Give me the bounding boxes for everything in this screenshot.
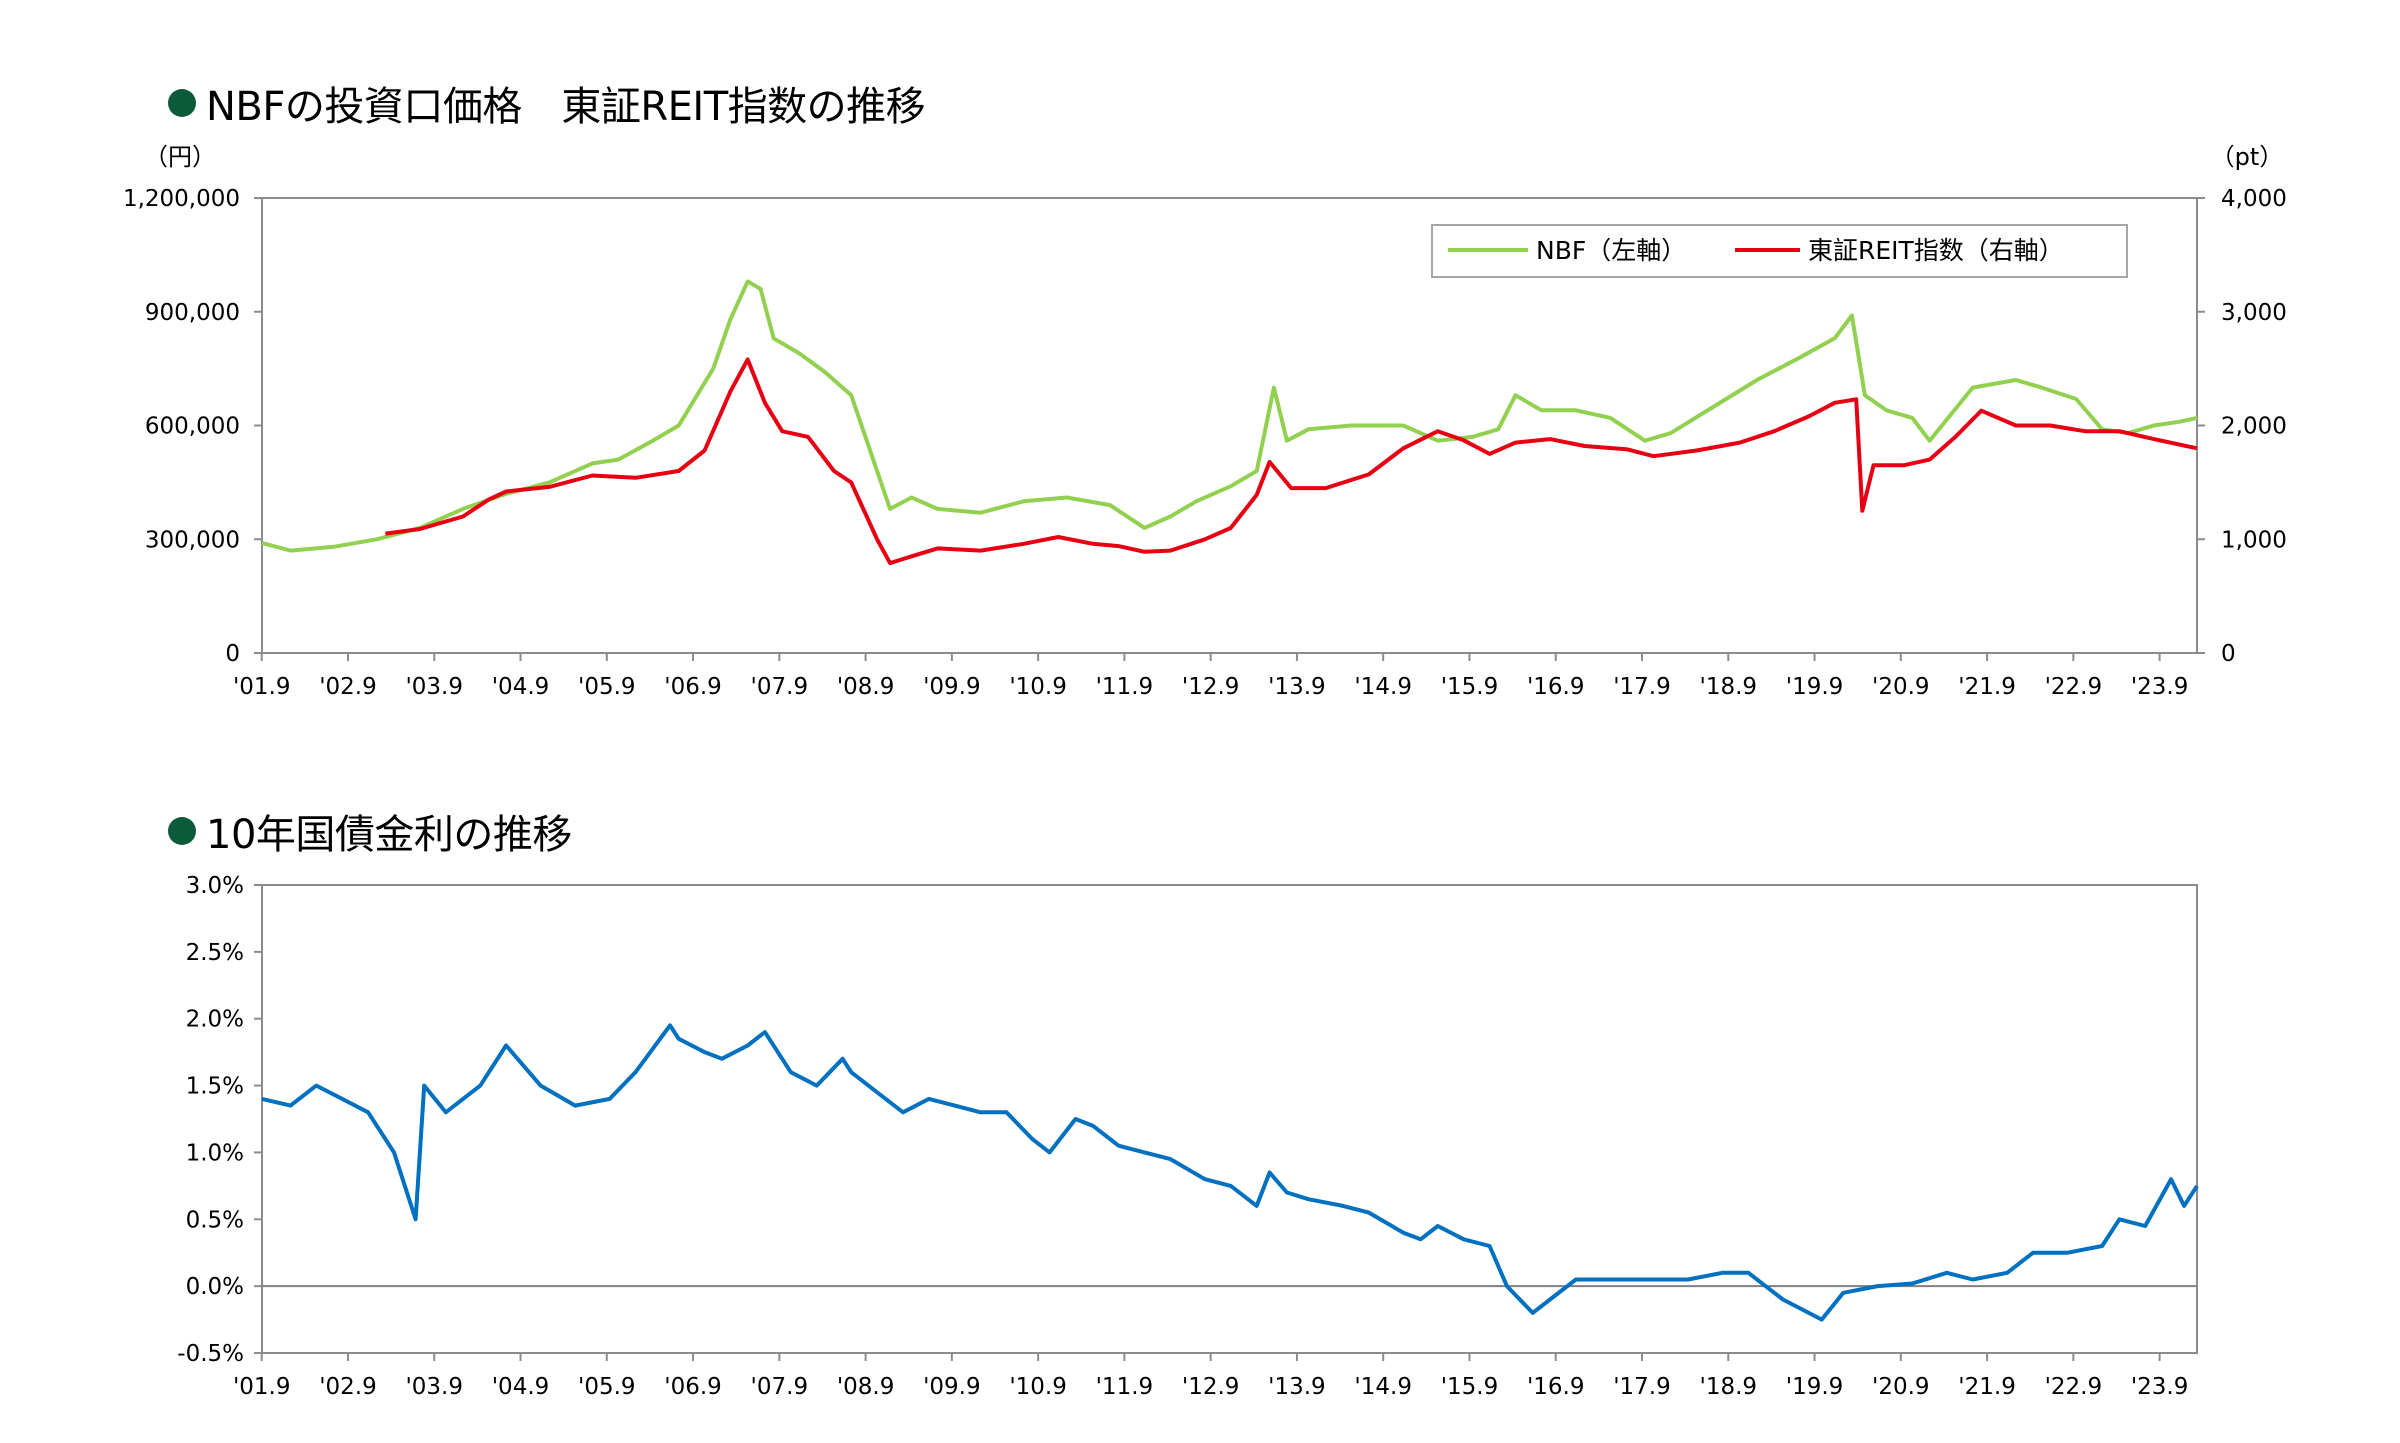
nbf-price-line [261, 279, 2198, 553]
x-axis-tick-label: '06.9 [664, 674, 722, 700]
x-axis-tick-label: '19.9 [1786, 674, 1844, 700]
x-axis-tick-label: '04.9 [492, 674, 550, 700]
x-axis-tick-label: '07.9 [751, 1374, 809, 1400]
x-axis-tick-label: '23.9 [2131, 674, 2189, 700]
x-axis-tick-label: '11.9 [1096, 1374, 1154, 1400]
x-axis-tick-label: '05.9 [578, 1374, 636, 1400]
nbf-reit-chart: （円） （pt） 0 300,000 600,000 900,000 1,200,000… [123, 143, 2287, 700]
x-axis-tick-label: '15.9 [1441, 674, 1499, 700]
x-axis-tick-label: '22.9 [2045, 1374, 2103, 1400]
x-axis-tick-label: '08.9 [837, 674, 895, 700]
right-axis-tick-label: 3,000 [2221, 300, 2287, 326]
x-axis-tick-label: '22.9 [2045, 674, 2103, 700]
x-axis-tick-label: '18.9 [1700, 1374, 1758, 1400]
x-axis-tick-label: '16.9 [1527, 1374, 1585, 1400]
x-axis-tick-label: '10.9 [1009, 1374, 1067, 1400]
right-axis-tick-label: 2,000 [2221, 414, 2287, 440]
y-axis-tick-label: 0.5% [186, 1207, 244, 1233]
x-axis-tick-label: '02.9 [319, 674, 377, 700]
x-axis-tick-label: '04.9 [492, 1374, 550, 1400]
left-axis-tick-label: 1,200,000 [123, 186, 240, 212]
x-axis-tick-label: '11.9 [1096, 674, 1154, 700]
x-axis-tick-label: '19.9 [1786, 1374, 1844, 1400]
y-axis-tick-label: 3.0% [186, 873, 244, 899]
right-axis-tick-label: 4,000 [2221, 186, 2287, 212]
x-axis-tick-label: '06.9 [664, 1374, 722, 1400]
left-axis-tick-label: 600,000 [145, 414, 240, 440]
x-axis-tick-label: '12.9 [1182, 674, 1240, 700]
x-axis-tick-label: '14.9 [1354, 674, 1412, 700]
y-axis-tick-label: 0.0% [186, 1274, 244, 1300]
left-axis-tick-label: 900,000 [145, 300, 240, 326]
x-axis-tick-label: '20.9 [1872, 1374, 1930, 1400]
reit-index-line [385, 357, 2198, 566]
y-axis-tick-label: 1.5% [186, 1074, 244, 1100]
x-axis-tick-label: '09.9 [923, 674, 981, 700]
x-axis-tick-label: '21.9 [1958, 674, 2016, 700]
x-axis-tick-label: '08.9 [837, 1374, 895, 1400]
chart-title-jgb: 10年国債金利の推移 [168, 802, 572, 860]
x-axis-tick-label: '21.9 [1958, 1374, 2016, 1400]
x-axis-tick-label: '03.9 [405, 1374, 463, 1400]
y-axis-tick-label: -0.5% [177, 1341, 244, 1367]
left-axis-tick-label: 0 [225, 641, 240, 667]
bullet-icon [168, 89, 196, 117]
x-axis-tick-label: '01.9 [233, 674, 291, 700]
y-axis-tick-label: 1.0% [186, 1140, 244, 1166]
x-axis-tick-label: '23.9 [2131, 1374, 2189, 1400]
x-axis-tick-label: '14.9 [1354, 1374, 1412, 1400]
plot-area [261, 884, 2198, 1354]
x-axis-tick-label: '13.9 [1268, 674, 1326, 700]
jgb-yield-line [261, 1023, 2199, 1322]
y-axis-tick-label: 2.0% [186, 1007, 244, 1033]
right-axis-unit: （pt） [2211, 143, 2284, 171]
chart-title-jgb-text: 10年国債金利の推移 [206, 812, 572, 858]
right-axis-tick-label: 0 [2221, 641, 2236, 667]
x-axis-tick-label: '01.9 [233, 1374, 291, 1400]
x-axis-tick-label: '03.9 [405, 674, 463, 700]
bullet-icon [168, 817, 196, 845]
x-axis-tick-label: '10.9 [1009, 674, 1067, 700]
legend: NBF（左軸） 東証REIT指数（右軸） [1431, 224, 2128, 278]
legend-label-nbf: NBF（左軸） [1536, 236, 1686, 265]
x-axis-tick-label: '20.9 [1872, 674, 1930, 700]
left-axis-tick-label: 300,000 [145, 527, 240, 553]
x-axis-tick-label: '17.9 [1613, 1374, 1671, 1400]
x-axis-tick-label: '15.9 [1441, 1374, 1499, 1400]
x-axis-tick-label: '17.9 [1613, 674, 1671, 700]
x-axis-tick-label: '09.9 [923, 1374, 981, 1400]
x-axis-tick-label: '12.9 [1182, 1374, 1240, 1400]
chart-title-nbf-text: NBFの投資口価格 東証REIT指数の推移 [206, 84, 926, 130]
right-axis-tick-label: 1,000 [2221, 527, 2287, 553]
legend-label-reit: 東証REIT指数（右軸） [1808, 236, 2064, 265]
x-axis-tick-label: '16.9 [1527, 674, 1585, 700]
x-axis-tick-label: '13.9 [1268, 1374, 1326, 1400]
x-axis-tick-label: '02.9 [319, 1374, 377, 1400]
x-axis-tick-label: '07.9 [751, 674, 809, 700]
y-axis-tick-label: 2.5% [186, 940, 244, 966]
left-axis-unit: （円） [144, 143, 216, 171]
chart-title-nbf: NBFの投資口価格 東証REIT指数の推移 [168, 74, 926, 132]
x-axis-tick-label: '18.9 [1700, 674, 1758, 700]
x-axis-tick-label: '05.9 [578, 674, 636, 700]
